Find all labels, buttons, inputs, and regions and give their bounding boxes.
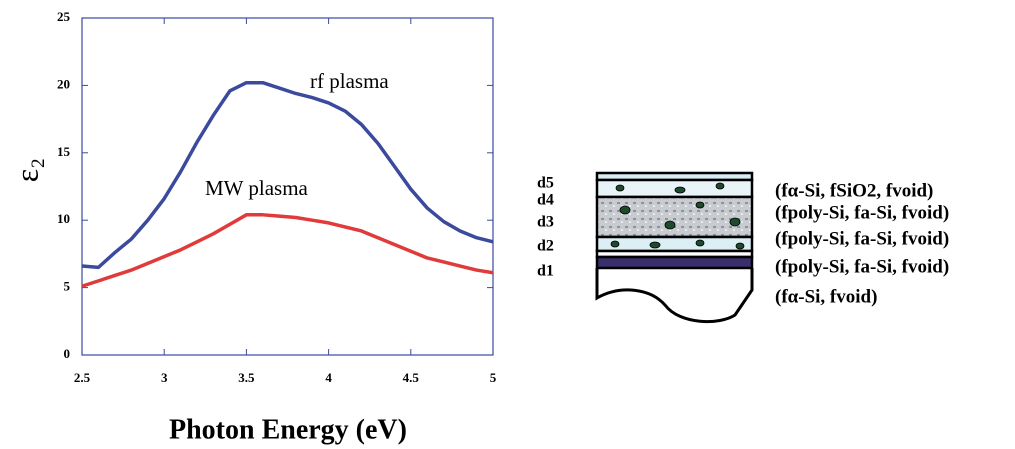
x-tick-label: 3 <box>161 370 168 385</box>
y-tick-label: 20 <box>57 76 70 91</box>
y-axis-label: ε₂ <box>8 158 44 183</box>
y-tick-label: 0 <box>64 346 71 361</box>
series-label: rf plasma <box>310 69 389 93</box>
layer-diagram <box>595 171 754 324</box>
layer-label: d4 <box>537 192 554 209</box>
layer-composition: (fpoly-Si, fa-Si, fvoid) <box>775 228 949 249</box>
layer-composition: (fpoly-Si, fa-Si, fvoid) <box>775 202 949 223</box>
x-tick-label: 4.5 <box>403 370 420 385</box>
layer-label: d5 <box>537 175 554 192</box>
x-tick-label: 4 <box>325 370 332 385</box>
layer-label: d2 <box>537 238 554 255</box>
x-tick-label: 2.5 <box>74 370 91 385</box>
x-axis-label: Photon Energy (eV) <box>169 414 407 445</box>
series-label: MW plasma <box>205 176 309 200</box>
y-tick-label: 10 <box>57 211 70 226</box>
x-tick-label: 5 <box>490 370 497 385</box>
line-series <box>81 80 494 270</box>
y-tick-label: 5 <box>64 279 71 294</box>
x-tick-label: 3.5 <box>238 370 255 385</box>
plot-frame <box>81 17 494 356</box>
layer-composition: (fpoly-Si, fa-Si, fvoid) <box>775 256 949 277</box>
layer-composition: (fα-Si, fvoid) <box>775 286 877 307</box>
y-tick-label: 25 <box>57 9 71 24</box>
layer-label: d1 <box>537 263 554 280</box>
layer-composition: (fα-Si, fSiO2, fvoid) <box>775 180 933 201</box>
layer-label: d3 <box>537 214 554 231</box>
line-series <box>81 213 494 288</box>
y-tick-label: 15 <box>57 144 71 159</box>
